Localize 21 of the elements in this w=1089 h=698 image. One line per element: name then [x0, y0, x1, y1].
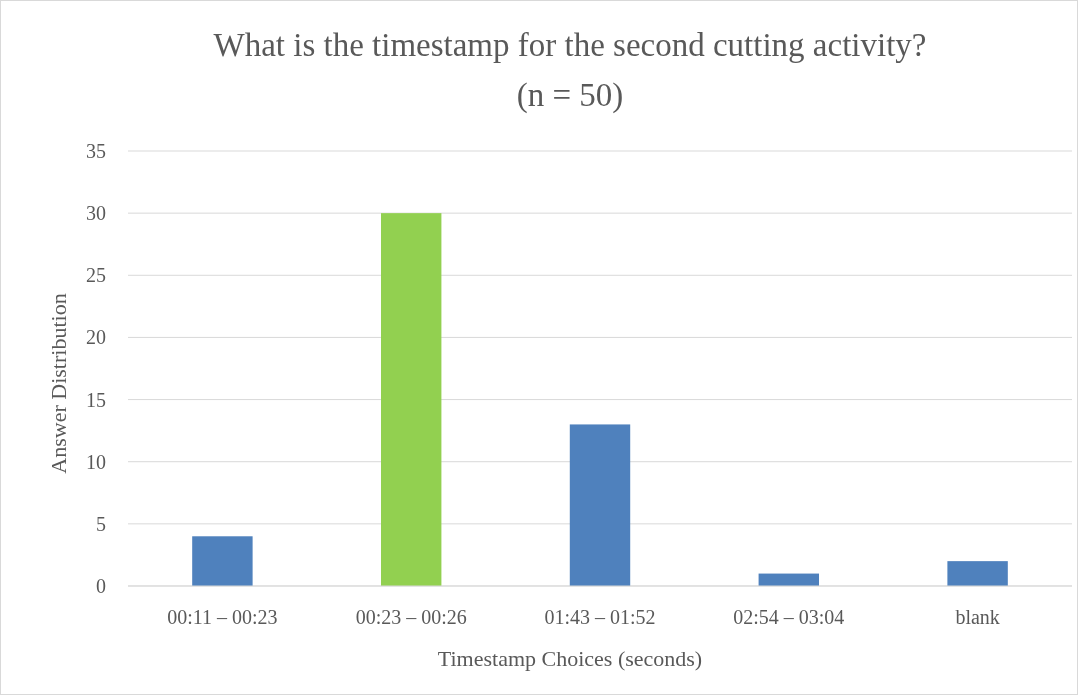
chart-subtitle: (n = 50): [516, 77, 624, 114]
bar: [192, 536, 253, 586]
chart-title: What is the timestamp for the second cutting activity?: [213, 27, 927, 63]
x-tick-label: 00:11 – 00:23: [167, 606, 278, 628]
x-tick-label: 02:54 – 03:04: [733, 606, 845, 628]
y-tick-label: 25: [86, 264, 106, 287]
y-tick-label: 30: [86, 202, 106, 225]
x-tick-label: blank: [955, 606, 1000, 628]
x-tick-label: 01:43 – 01:52: [544, 606, 656, 628]
y-tick-label: 10: [86, 450, 106, 473]
y-tick-label: 35: [86, 140, 106, 162]
bar: [569, 424, 631, 586]
bar: [380, 213, 442, 586]
y-tick-label: 15: [86, 388, 106, 411]
x-axis-title: Timestamp Choices (seconds): [437, 646, 703, 671]
y-tick-label: 5: [96, 512, 106, 535]
x-tick-label: 00:23 – 00:26: [355, 606, 467, 628]
y-tick-label: 20: [86, 326, 106, 349]
y-axis-title: Answer Distribution: [46, 293, 71, 474]
y-tick-label: 0: [96, 575, 106, 597]
bar: [947, 561, 1008, 586]
